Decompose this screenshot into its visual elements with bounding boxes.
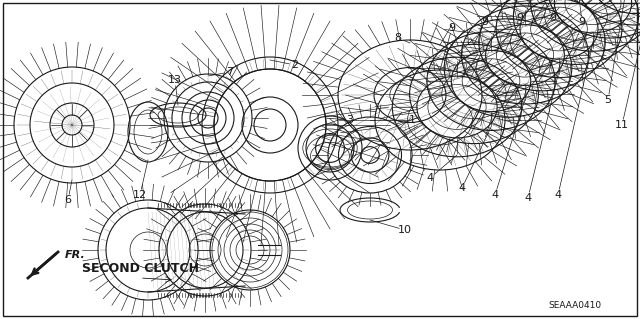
Text: 9: 9 (549, 13, 557, 23)
Text: 12: 12 (133, 190, 147, 200)
Text: 11: 11 (615, 120, 629, 130)
Text: 7: 7 (227, 67, 234, 77)
Text: 5: 5 (605, 95, 611, 105)
Text: SEAAA0410: SEAAA0410 (548, 300, 602, 309)
Text: 9: 9 (579, 17, 586, 27)
Text: 10: 10 (398, 225, 412, 235)
Text: 6: 6 (65, 195, 72, 205)
Text: 9: 9 (516, 13, 524, 23)
Text: SECOND CLUTCH: SECOND CLUTCH (82, 262, 199, 275)
Text: 2: 2 (291, 60, 299, 70)
Text: 4: 4 (458, 183, 465, 193)
Text: 4: 4 (554, 190, 561, 200)
Text: 4: 4 (492, 190, 499, 200)
Text: 1: 1 (408, 115, 415, 125)
Text: 9: 9 (481, 17, 488, 27)
Text: 8: 8 (394, 33, 401, 43)
Text: 4: 4 (426, 173, 433, 183)
Text: 4: 4 (524, 193, 532, 203)
Text: 3: 3 (346, 115, 353, 125)
Text: FR.: FR. (65, 250, 86, 260)
Text: 9: 9 (449, 23, 456, 33)
Text: 13: 13 (168, 75, 182, 85)
